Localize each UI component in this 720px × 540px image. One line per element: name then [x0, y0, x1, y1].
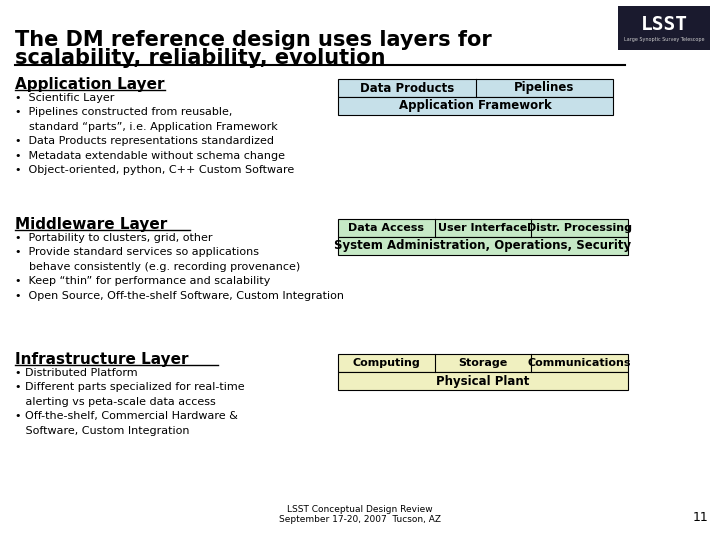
Text: Data Access: Data Access: [348, 223, 424, 233]
Text: Physical Plant: Physical Plant: [436, 375, 530, 388]
FancyBboxPatch shape: [338, 219, 628, 237]
Text: The DM reference design uses layers for: The DM reference design uses layers for: [15, 30, 492, 50]
Text: Large Synoptic Survey Telescope: Large Synoptic Survey Telescope: [624, 37, 704, 43]
Text: LSST: LSST: [641, 15, 688, 33]
Text: • Distributed Platform
• Different parts specialized for real-time
   alerting v: • Distributed Platform • Different parts…: [15, 368, 245, 436]
FancyBboxPatch shape: [338, 79, 613, 97]
Text: LSST Conceptual Design Review
September 17-20, 2007  Tucson, AZ: LSST Conceptual Design Review September …: [279, 504, 441, 524]
Text: Application Framework: Application Framework: [399, 99, 552, 112]
Text: 11: 11: [692, 511, 708, 524]
Text: Application Layer: Application Layer: [15, 77, 164, 92]
Text: System Administration, Operations, Security: System Administration, Operations, Secur…: [334, 240, 631, 253]
FancyBboxPatch shape: [338, 354, 628, 372]
Text: Storage: Storage: [459, 358, 508, 368]
FancyBboxPatch shape: [338, 97, 613, 115]
Text: •  Scientific Layer
•  Pipelines constructed from reusable,
    standard “parts”: • Scientific Layer • Pipelines construct…: [15, 93, 294, 175]
Text: Communications: Communications: [528, 358, 631, 368]
FancyBboxPatch shape: [338, 372, 628, 390]
FancyBboxPatch shape: [618, 6, 710, 50]
Text: Middleware Layer: Middleware Layer: [15, 217, 167, 232]
FancyBboxPatch shape: [338, 237, 628, 255]
Text: User Interface: User Interface: [438, 223, 528, 233]
Text: scalability, reliability, evolution: scalability, reliability, evolution: [15, 48, 385, 68]
Text: Data Products: Data Products: [359, 82, 454, 94]
Text: Computing: Computing: [353, 358, 420, 368]
Text: Distr. Processing: Distr. Processing: [527, 223, 632, 233]
Text: Pipelines: Pipelines: [514, 82, 575, 94]
Text: Infrastructure Layer: Infrastructure Layer: [15, 352, 189, 367]
Text: •  Portability to clusters, grid, other
•  Provide standard services so applicat: • Portability to clusters, grid, other •…: [15, 233, 344, 301]
